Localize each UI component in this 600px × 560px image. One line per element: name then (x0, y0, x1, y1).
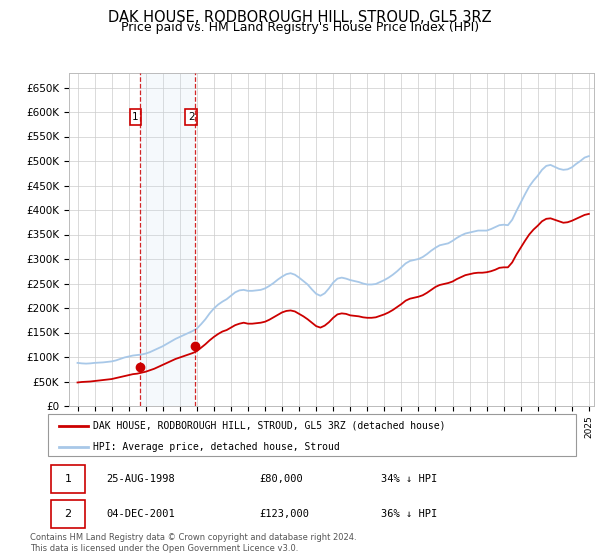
Text: 36% ↓ HPI: 36% ↓ HPI (380, 509, 437, 519)
FancyBboxPatch shape (50, 500, 85, 528)
Text: Price paid vs. HM Land Registry's House Price Index (HPI): Price paid vs. HM Land Registry's House … (121, 21, 479, 34)
Text: DAK HOUSE, RODBOROUGH HILL, STROUD, GL5 3RZ (detached house): DAK HOUSE, RODBOROUGH HILL, STROUD, GL5 … (93, 421, 445, 431)
Text: 2: 2 (65, 509, 71, 519)
Text: 1: 1 (132, 112, 139, 122)
Bar (140, 73, 196, 406)
FancyBboxPatch shape (50, 465, 85, 493)
Text: 1: 1 (65, 474, 71, 484)
Text: 34% ↓ HPI: 34% ↓ HPI (380, 474, 437, 484)
Text: Contains HM Land Registry data © Crown copyright and database right 2024.
This d: Contains HM Land Registry data © Crown c… (30, 533, 356, 553)
Text: DAK HOUSE, RODBOROUGH HILL, STROUD, GL5 3RZ: DAK HOUSE, RODBOROUGH HILL, STROUD, GL5 … (108, 10, 492, 25)
Text: £123,000: £123,000 (259, 509, 309, 519)
Text: 04-DEC-2001: 04-DEC-2001 (106, 509, 175, 519)
Text: 2: 2 (188, 112, 194, 122)
FancyBboxPatch shape (48, 414, 576, 456)
Text: £80,000: £80,000 (259, 474, 303, 484)
Text: 25-AUG-1998: 25-AUG-1998 (106, 474, 175, 484)
Text: HPI: Average price, detached house, Stroud: HPI: Average price, detached house, Stro… (93, 442, 340, 452)
